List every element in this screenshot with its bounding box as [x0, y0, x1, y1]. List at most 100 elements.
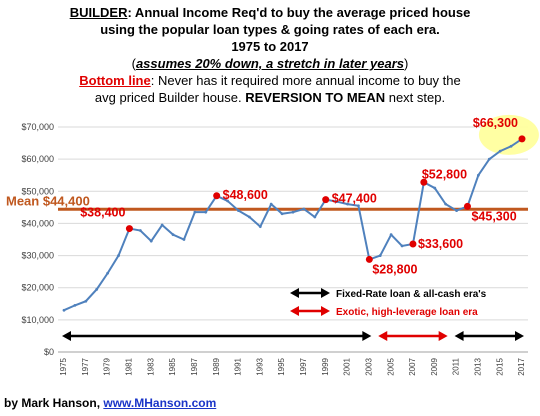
bottom-line-label: Bottom line [79, 73, 151, 88]
series-point [346, 202, 349, 206]
title-line-4: (assumes 20% down, a stretch in later ye… [131, 56, 409, 71]
series-point [117, 254, 120, 257]
era-arrow-head-right [362, 331, 372, 341]
series-point [498, 149, 502, 153]
era-arrow-head-left [378, 331, 388, 341]
legend-label: Fixed-Rate loan & all-cash era's [336, 289, 487, 300]
x-tick-label: 2005 [386, 357, 395, 375]
x-tick-label: 2009 [430, 357, 439, 375]
legend-arrow-head-left [290, 288, 299, 298]
x-tick-label: 2017 [517, 357, 526, 375]
series-point [455, 209, 458, 212]
x-tick-label: 1979 [103, 357, 112, 375]
series-point [258, 225, 262, 229]
series-point [291, 210, 295, 214]
series-point [487, 157, 491, 161]
title-line-6: avg priced Builder house. REVERSION TO M… [94, 90, 446, 105]
legend-label: Exotic, high-leverage loan era [336, 307, 478, 318]
series-point [378, 254, 382, 257]
series-point [280, 212, 284, 216]
annotation-label: $28,800 [372, 262, 417, 276]
annotation-dot [518, 135, 526, 143]
annotation-dot [125, 225, 133, 233]
chart-title: BUILDER: Annual Income Req'd to buy the … [0, 4, 540, 106]
series-point [400, 244, 404, 248]
era-arrow-head-left [454, 331, 464, 341]
series-point [476, 173, 480, 177]
x-tick-label: 1987 [190, 357, 199, 375]
legend-arrow-head-left [290, 306, 299, 316]
series-point [509, 144, 513, 148]
y-tick-label: $40,000 [21, 218, 54, 228]
series-point [160, 223, 164, 227]
series-point [269, 202, 273, 206]
x-tick-label: 1993 [255, 357, 264, 375]
x-tick-label: 1989 [212, 357, 221, 375]
series-point [84, 299, 88, 303]
series-point [389, 233, 393, 237]
era-arrow-head-right [438, 331, 448, 341]
title-line-5: Bottom line: Never has it required more … [0, 72, 540, 89]
y-tick-label: $0 [44, 347, 54, 357]
bottom-line-text: : Never has it required more annual inco… [150, 73, 461, 88]
annotation-label: $33,600 [418, 237, 463, 251]
annotation-label: $47,400 [332, 192, 377, 206]
series-point [237, 209, 240, 212]
y-tick-label: $20,000 [21, 283, 54, 293]
legend-arrow-head-right [321, 306, 330, 316]
x-tick-label: 1981 [125, 357, 134, 375]
era-arrow-head-left [62, 331, 71, 341]
y-tick-label: $30,000 [21, 251, 54, 261]
series-point [193, 210, 197, 214]
x-tick-label: 2013 [473, 357, 482, 375]
x-tick-label: 1975 [59, 357, 68, 375]
title-assumption: assumes 20% down, a stretch in later yea… [135, 56, 405, 71]
footer-credit: by Mark Hanson, www.MHanson.com [4, 396, 216, 410]
x-tick-label: 1991 [234, 357, 243, 375]
series-point [313, 215, 317, 219]
x-tick-label: 2003 [364, 357, 373, 375]
title-line-1-rest: : Annual Income Req'd to buy the average… [127, 5, 471, 20]
series-point [182, 238, 186, 241]
annotation-dot [365, 255, 373, 263]
series-point [357, 204, 360, 208]
series-point [138, 229, 142, 232]
title-line-1: BUILDER: Annual Income Req'd to buy the … [0, 4, 540, 21]
series-point [335, 200, 339, 203]
x-tick-label: 1997 [299, 357, 308, 375]
series-point [95, 287, 99, 291]
annotation-label: $48,600 [223, 188, 268, 202]
series-point [204, 210, 208, 214]
annotation-label: $52,800 [422, 167, 467, 181]
series-point [247, 215, 251, 219]
footer-link[interactable]: www.MHanson.com [103, 396, 217, 410]
series-point [444, 202, 448, 206]
x-tick-label: 1995 [277, 357, 286, 375]
era-arrow-head-right [515, 331, 524, 341]
y-tick-label: $70,000 [21, 122, 54, 132]
highlight-circle [478, 114, 539, 155]
title-line-3: 1975 to 2017 [231, 39, 309, 54]
reversion-to-mean: REVERSION TO MEAN [245, 90, 386, 105]
x-tick-label: 1977 [81, 357, 90, 375]
annotation-dot [463, 202, 471, 210]
series-point [433, 186, 437, 190]
y-tick-label: $10,000 [21, 315, 54, 325]
annotation-dot [409, 240, 417, 248]
x-tick-label: 1983 [146, 357, 155, 375]
y-tick-label: $60,000 [21, 154, 54, 164]
series-point [149, 239, 153, 243]
legend-arrow-head-right [321, 288, 330, 298]
series-point [171, 233, 175, 237]
title-line-2: using the popular loan types & going rat… [100, 22, 440, 37]
series-point [302, 207, 306, 211]
mean-label: Mean $44,400 [6, 193, 90, 208]
annotation-label: $45,300 [471, 209, 516, 223]
annotation-dot [322, 196, 330, 204]
series-point [106, 271, 110, 275]
series-point [73, 303, 77, 307]
footer-author: by Mark Hanson, [4, 396, 104, 410]
annotation-label: $66,300 [473, 116, 518, 130]
series-point [62, 308, 66, 312]
